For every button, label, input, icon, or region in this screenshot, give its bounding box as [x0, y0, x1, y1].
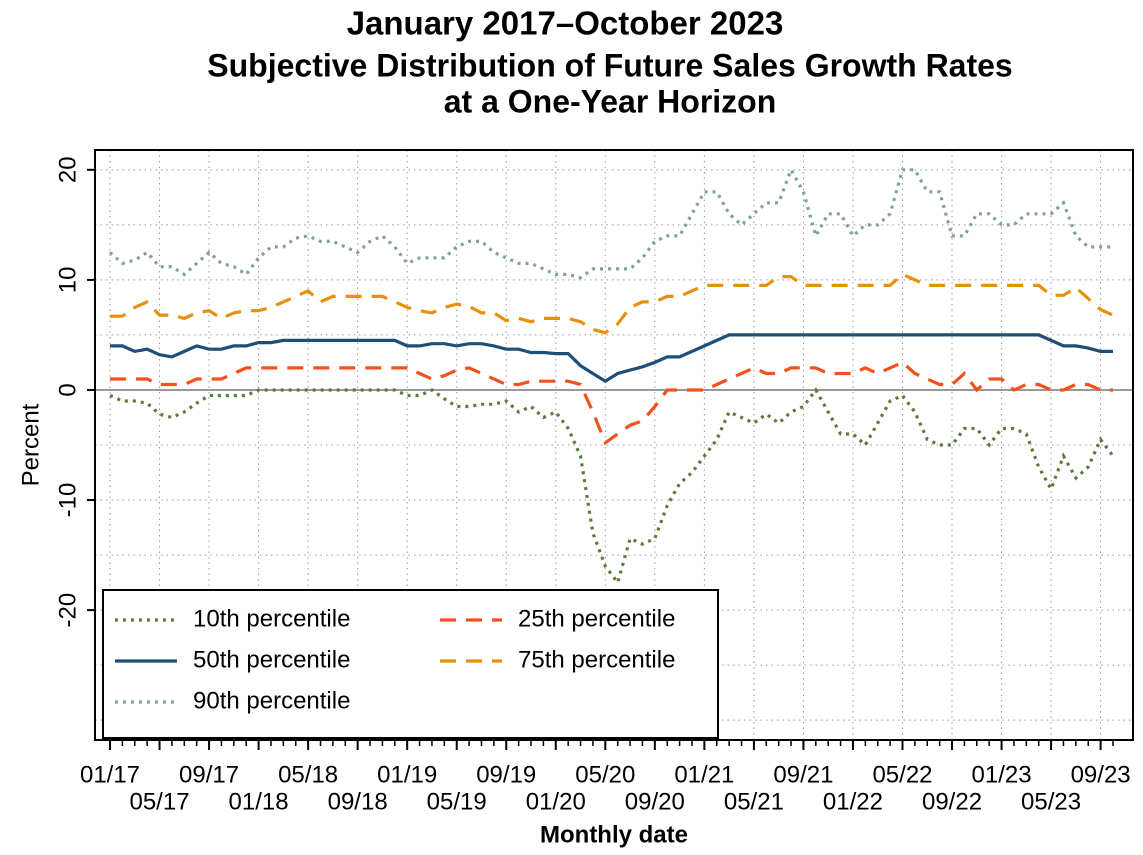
x-tick-label: 05/21 [724, 788, 784, 815]
x-tick-label: 05/23 [1021, 788, 1081, 815]
y-tick-label: -20 [54, 593, 81, 628]
legend-box [102, 589, 719, 739]
legend-label: 75th percentile [518, 646, 675, 673]
x-tick-label: 09/20 [625, 788, 685, 815]
chart-subtitle: at a One-Year Horizon [444, 83, 777, 119]
x-tick-label: 01/21 [674, 761, 734, 788]
x-tick-label: 09/18 [328, 788, 388, 815]
x-tick-label: 09/22 [922, 788, 982, 815]
x-tick-label: 09/19 [476, 761, 536, 788]
plot-frame [94, 149, 1134, 741]
x-tick-label: 01/23 [972, 761, 1032, 788]
x-axis-label: Monthly date [540, 821, 688, 848]
x-tick-label: 05/22 [872, 761, 932, 788]
y-tick-label: 20 [54, 156, 81, 183]
x-tick-label: 05/20 [575, 761, 635, 788]
series-line [110, 360, 1113, 446]
y-tick-label: 10 [54, 267, 81, 294]
x-tick-label: 09/23 [1071, 761, 1131, 788]
x-tick-label: 09/17 [179, 761, 239, 788]
legend-label: 90th percentile [193, 687, 350, 714]
series-line [108, 166, 1113, 280]
series-line [110, 333, 1113, 384]
series-line [110, 272, 1114, 335]
series-line [109, 387, 1115, 587]
x-tick-label: 05/18 [278, 761, 338, 788]
x-tick-label: 09/21 [773, 761, 833, 788]
chart-title: January 2017–October 2023 [347, 5, 784, 42]
x-tick-label: 01/17 [80, 761, 140, 788]
legend-label: 50th percentile [193, 646, 350, 673]
legend-label: 10th percentile [193, 605, 350, 632]
y-axis-label: Percent [17, 403, 44, 486]
y-tick-label: -10 [54, 483, 81, 518]
x-tick-label: 01/19 [377, 761, 437, 788]
x-tick-label: 05/19 [427, 788, 487, 815]
chart-subtitle: Subjective Distribution of Future Sales … [207, 47, 1012, 83]
x-tick-label: 05/17 [129, 788, 189, 815]
x-tick-label: 01/18 [229, 788, 289, 815]
x-tick-label: 01/20 [526, 788, 586, 815]
y-tick-label: 0 [54, 383, 81, 396]
x-tick-label: 01/22 [823, 788, 883, 815]
legend-label: 25th percentile [518, 605, 675, 632]
